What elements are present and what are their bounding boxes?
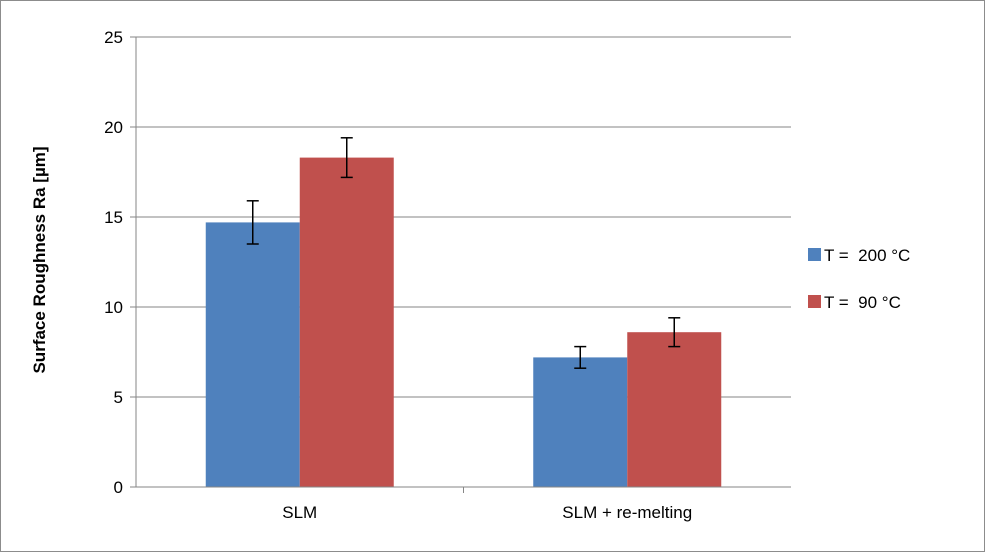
legend-item: T = 200 °C	[808, 246, 910, 265]
bar	[627, 332, 722, 487]
legend-label: T = 200 °C	[824, 246, 910, 265]
error-bar	[574, 345, 587, 369]
error-bar	[668, 317, 681, 348]
x-tick-labels: SLM SLM + re-melting	[282, 487, 692, 522]
bar	[205, 222, 300, 487]
bar	[299, 157, 394, 487]
y-tick-label: 20	[104, 118, 123, 137]
bars	[205, 157, 722, 487]
legend-label: T = 90 °C	[824, 293, 901, 312]
error-bars	[246, 137, 681, 369]
y-tick-label: 15	[104, 208, 123, 227]
legend-item: T = 90 °C	[808, 293, 901, 312]
x-tick-label: SLM + re-melting	[562, 503, 692, 522]
y-axis-title: Surface Roughness Ra [µm]	[30, 146, 49, 373]
legend: T = 200 °C T = 90 °C	[808, 246, 910, 312]
y-tick-labels: 0 5 10 15 20 25	[104, 28, 136, 497]
error-bar	[340, 137, 353, 179]
y-tick-label: 5	[114, 388, 123, 407]
y-tick-label: 0	[114, 478, 123, 497]
y-tick-label: 10	[104, 298, 123, 317]
legend-swatch	[808, 248, 821, 261]
x-tick-label: SLM	[282, 503, 317, 522]
error-bar	[246, 200, 259, 245]
legend-swatch	[808, 295, 821, 308]
y-tick-label: 25	[104, 28, 123, 47]
bar	[533, 357, 628, 487]
